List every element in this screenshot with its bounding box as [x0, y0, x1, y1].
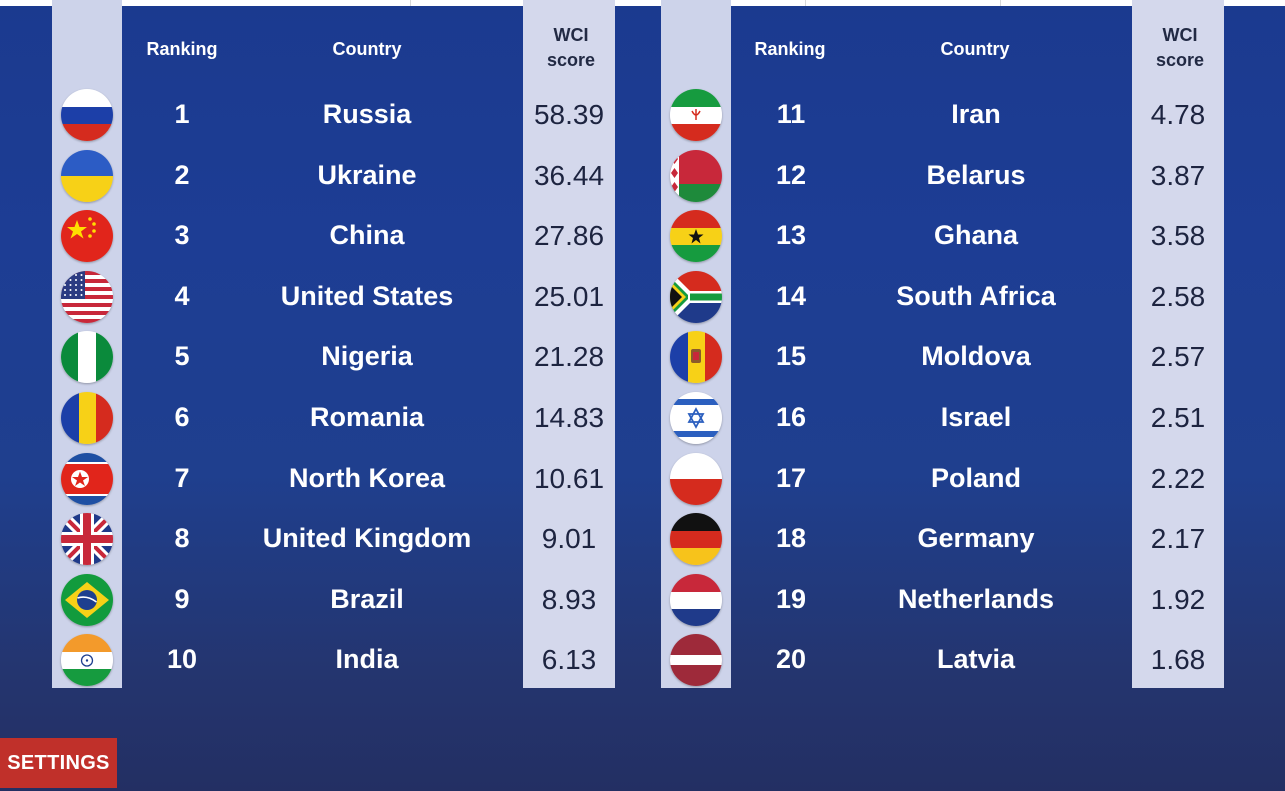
score-cell: 2.17: [1150, 523, 1206, 554]
china-flag-icon: [61, 210, 113, 262]
score-cell: 1.92: [1150, 584, 1206, 615]
score-cell: 8.93: [541, 584, 597, 615]
country-cell: Poland: [930, 463, 1021, 493]
rank-cell: 10: [166, 644, 198, 674]
country-cell: Israel: [940, 402, 1012, 432]
score-cell: 25.01: [533, 281, 605, 312]
russia-flag-icon: [61, 89, 113, 141]
country-cell: Moldova: [921, 341, 1031, 371]
score-cell: 10.61: [533, 463, 605, 494]
score-cell: 14.83: [533, 402, 605, 433]
score-column-strip-right: [1132, 0, 1224, 688]
score-cell: 36.44: [533, 160, 605, 191]
score-cell: 27.86: [533, 220, 605, 251]
rank-cell: 12: [775, 160, 807, 190]
uk-flag-icon: [61, 513, 113, 565]
rank-cell: 5: [174, 341, 190, 371]
country-cell: Belarus: [926, 160, 1026, 190]
nigeria-flag-icon: [61, 331, 113, 383]
rank-cell: 8: [174, 523, 190, 553]
score-cell: 21.28: [533, 341, 605, 372]
rank-cell: 14: [775, 281, 807, 311]
rank-cell: 4: [174, 281, 190, 311]
rank-cell: 6: [174, 402, 190, 432]
country-cell: Latvia: [936, 644, 1016, 674]
rank-cell: 2: [174, 160, 190, 190]
israel-flag-icon: [670, 392, 722, 444]
country-cell: United Kingdom: [262, 523, 472, 553]
score-cell: 9.01: [541, 523, 597, 554]
rank-cell: 11: [776, 99, 806, 129]
country-cell: Netherlands: [897, 584, 1055, 614]
country-cell: North Korea: [288, 463, 445, 493]
country-cell: China: [329, 220, 405, 250]
country-cell: India: [335, 644, 399, 674]
india-flag-icon: [61, 634, 113, 686]
brazil-flag-icon: [61, 574, 113, 626]
rank-cell: 13: [775, 220, 807, 250]
poland-flag-icon: [670, 453, 722, 505]
score-cell: 3.58: [1150, 220, 1206, 251]
country-cell: Germany: [917, 523, 1035, 553]
north-korea-flag-icon: [61, 453, 113, 505]
score-header-line2: score: [1155, 50, 1205, 70]
country-header-right: Country: [940, 39, 1010, 59]
netherlands-flag-icon: [670, 574, 722, 626]
score-cell: 2.22: [1150, 463, 1206, 494]
country-cell: United States: [280, 281, 454, 311]
top-edge-bar: [0, 0, 1285, 6]
country-cell: Russia: [322, 99, 412, 129]
iran-flag-icon: [670, 89, 722, 141]
score-cell: 2.51: [1150, 402, 1206, 433]
score-header-line2: score: [546, 50, 596, 70]
rank-cell: 18: [775, 523, 807, 553]
score-header-right: WCI score: [1134, 23, 1226, 73]
score-column-strip-left: [523, 0, 615, 688]
country-cell: Nigeria: [321, 341, 413, 371]
rank-cell: 3: [174, 220, 190, 250]
country-cell: South Africa: [896, 281, 1056, 311]
belarus-flag-icon: [670, 150, 722, 202]
score-cell: 1.68: [1150, 644, 1206, 675]
country-header-left: Country: [332, 39, 402, 59]
score-cell: 2.57: [1150, 341, 1206, 372]
rank-cell: 1: [174, 99, 190, 129]
rank-cell: 16: [775, 402, 807, 432]
score-header-line1: WCI: [1162, 25, 1198, 45]
country-cell: Ghana: [933, 220, 1019, 250]
usa-flag-icon: [61, 271, 113, 323]
settings-button[interactable]: SETTINGS: [0, 738, 117, 788]
country-cell: Brazil: [330, 584, 404, 614]
rank-cell: 7: [174, 463, 190, 493]
score-cell: 3.87: [1150, 160, 1206, 191]
rank-cell: 15: [775, 341, 807, 371]
score-header-left: WCI score: [525, 23, 617, 73]
rank-cell: 19: [775, 584, 807, 614]
ranking-header-right: Ranking: [754, 39, 826, 59]
score-cell: 58.39: [533, 99, 605, 130]
germany-flag-icon: [670, 513, 722, 565]
score-cell: 6.13: [541, 644, 597, 675]
moldova-flag-icon: [670, 331, 722, 383]
ghana-flag-icon: [670, 210, 722, 262]
country-cell: Romania: [309, 402, 425, 432]
rank-cell: 17: [775, 463, 807, 493]
latvia-flag-icon: [670, 634, 722, 686]
romania-flag-icon: [61, 392, 113, 444]
country-cell: Ukraine: [317, 160, 417, 190]
score-cell: 4.78: [1150, 99, 1206, 130]
score-header-line1: WCI: [553, 25, 589, 45]
ranking-header-left: Ranking: [146, 39, 218, 59]
ukraine-flag-icon: [61, 150, 113, 202]
rank-cell: 20: [775, 644, 807, 674]
country-cell: Iran: [951, 99, 1001, 129]
south-africa-flag-icon: [670, 271, 722, 323]
score-cell: 2.58: [1150, 281, 1206, 312]
rank-cell: 9: [174, 584, 190, 614]
